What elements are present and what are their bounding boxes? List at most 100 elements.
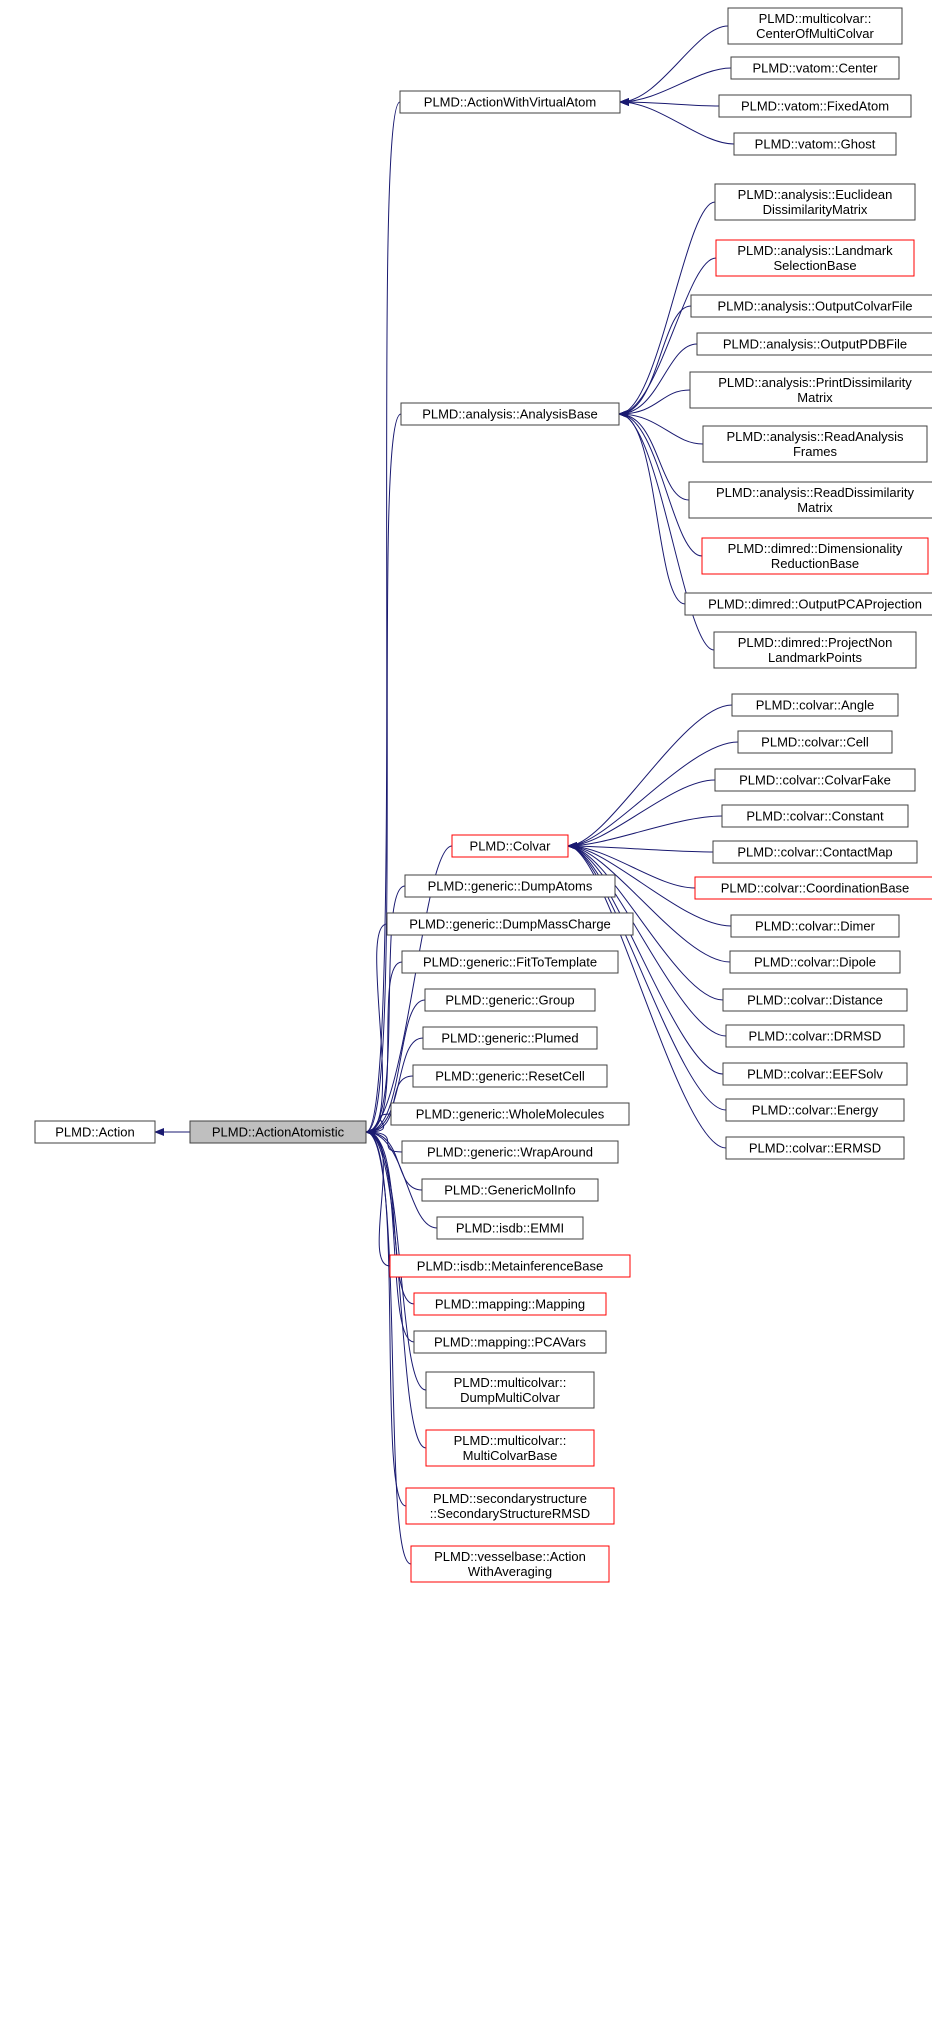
node-label-colvar: PLMD::Colvar xyxy=(470,839,552,854)
node-label-outputcolvar: PLMD::analysis::OutputColvarFile xyxy=(717,299,912,314)
node-colvar[interactable]: PLMD::Colvar xyxy=(452,835,568,857)
node-label-action: PLMD::Action xyxy=(55,1125,134,1140)
node-centerofmulti[interactable]: PLMD::multicolvar::CenterOfMultiColvar xyxy=(728,8,902,44)
node-label-secondarystructure-line0: PLMD::secondarystructure xyxy=(433,1491,587,1506)
node-label-euclidean-line1: DissimilarityMatrix xyxy=(763,202,868,217)
node-vesselbase[interactable]: PLMD::vesselbase::ActionWithAveraging xyxy=(411,1546,609,1582)
node-vatomghost[interactable]: PLMD::vatom::Ghost xyxy=(734,133,896,155)
node-angle[interactable]: PLMD::colvar::Angle xyxy=(732,694,898,716)
node-analysisbase[interactable]: PLMD::analysis::AnalysisBase xyxy=(401,403,619,425)
node-projectnon[interactable]: PLMD::dimred::ProjectNonLandmarkPoints xyxy=(714,632,916,668)
node-actionvirtual[interactable]: PLMD::ActionWithVirtualAtom xyxy=(400,91,620,113)
node-label-emmi: PLMD::isdb::EMMI xyxy=(456,1221,564,1236)
node-distance[interactable]: PLMD::colvar::Distance xyxy=(723,989,907,1011)
node-label-multicolvarbase-line0: PLMD::multicolvar:: xyxy=(454,1433,567,1448)
node-drmsd[interactable]: PLMD::colvar::DRMSD xyxy=(726,1025,904,1047)
node-label-readanalysis-line0: PLMD::analysis::ReadAnalysis xyxy=(726,429,904,444)
node-label-printdissim-line1: Matrix xyxy=(797,390,833,405)
node-label-vatomfixed: PLMD::vatom::FixedAtom xyxy=(741,99,889,114)
node-eefsolv[interactable]: PLMD::colvar::EEFSolv xyxy=(723,1063,907,1085)
node-outputpdb[interactable]: PLMD::analysis::OutputPDBFile xyxy=(697,333,932,355)
edge-cell-colvar xyxy=(568,742,738,846)
node-euclidean[interactable]: PLMD::analysis::EuclideanDissimilarityMa… xyxy=(715,184,915,220)
node-label-contactmap: PLMD::colvar::ContactMap xyxy=(737,845,892,860)
node-metainference[interactable]: PLMD::isdb::MetainferenceBase xyxy=(390,1255,630,1277)
node-label-eefsolv: PLMD::colvar::EEFSolv xyxy=(747,1067,883,1082)
node-mapping[interactable]: PLMD::mapping::Mapping xyxy=(414,1293,606,1315)
node-label-dumpmasscharge: PLMD::generic::DumpMassCharge xyxy=(409,917,611,932)
node-vatomfixed[interactable]: PLMD::vatom::FixedAtom xyxy=(719,95,911,117)
node-dumpatoms[interactable]: PLMD::generic::DumpAtoms xyxy=(405,875,615,897)
node-resetcell[interactable]: PLMD::generic::ResetCell xyxy=(413,1065,607,1087)
node-label-wraparound: PLMD::generic::WrapAround xyxy=(427,1145,593,1160)
node-coordbase[interactable]: PLMD::colvar::CoordinationBase xyxy=(695,877,932,899)
node-label-analysisbase: PLMD::analysis::AnalysisBase xyxy=(422,407,598,422)
node-actionatomistic[interactable]: PLMD::ActionAtomistic xyxy=(190,1121,366,1143)
node-label-dimer: PLMD::colvar::Dimer xyxy=(755,919,876,934)
node-label-centerofmulti-line1: CenterOfMultiColvar xyxy=(756,26,874,41)
node-pcavars[interactable]: PLMD::mapping::PCAVars xyxy=(414,1331,606,1353)
node-label-dimred-line0: PLMD::dimred::Dimensionality xyxy=(728,541,903,556)
node-label-colvarfake: PLMD::colvar::ColvarFake xyxy=(739,773,891,788)
node-cell[interactable]: PLMD::colvar::Cell xyxy=(738,731,892,753)
node-ermsd[interactable]: PLMD::colvar::ERMSD xyxy=(726,1137,904,1159)
node-genericmolinfo[interactable]: PLMD::GenericMolInfo xyxy=(422,1179,598,1201)
edge-dipole-colvar xyxy=(568,846,730,962)
node-label-resetcell: PLMD::generic::ResetCell xyxy=(435,1069,585,1084)
node-label-plumed: PLMD::generic::Plumed xyxy=(441,1031,578,1046)
node-label-ermsd: PLMD::colvar::ERMSD xyxy=(749,1141,881,1156)
edge-analysisbase-actionatomistic xyxy=(366,414,401,1132)
edge-vatomcenter-actionvirtual xyxy=(620,68,731,102)
node-label-dumpmulticolvar-line1: DumpMultiColvar xyxy=(460,1390,560,1405)
node-readanalysis[interactable]: PLMD::analysis::ReadAnalysisFrames xyxy=(703,426,927,462)
node-label-coordbase: PLMD::colvar::CoordinationBase xyxy=(721,881,910,896)
node-group[interactable]: PLMD::generic::Group xyxy=(425,989,595,1011)
node-fittotemplate[interactable]: PLMD::generic::FitToTemplate xyxy=(402,951,618,973)
node-label-landmark-line0: PLMD::analysis::Landmark xyxy=(737,243,893,258)
node-label-group: PLMD::generic::Group xyxy=(445,993,574,1008)
node-label-dumpmulticolvar-line0: PLMD::multicolvar:: xyxy=(454,1375,567,1390)
edge-actionvirtual-actionatomistic xyxy=(366,102,400,1132)
node-dimred[interactable]: PLMD::dimred::DimensionalityReductionBas… xyxy=(702,538,928,574)
node-plumed[interactable]: PLMD::generic::Plumed xyxy=(423,1027,597,1049)
node-label-genericmolinfo: PLMD::GenericMolInfo xyxy=(444,1183,576,1198)
node-secondarystructure[interactable]: PLMD::secondarystructure::SecondaryStruc… xyxy=(406,1488,614,1524)
node-label-distance: PLMD::colvar::Distance xyxy=(747,993,883,1008)
edge-centerofmulti-actionvirtual xyxy=(620,26,728,102)
node-label-readdissim-line0: PLMD::analysis::ReadDissimilarity xyxy=(716,485,914,500)
node-multicolvarbase[interactable]: PLMD::multicolvar::MultiColvarBase xyxy=(426,1430,594,1466)
node-outputpca[interactable]: PLMD::dimred::OutputPCAProjection xyxy=(685,593,932,615)
edge-multicolvarbase-actionatomistic xyxy=(366,1132,426,1448)
node-label-actionatomistic: PLMD::ActionAtomistic xyxy=(212,1125,345,1140)
node-printdissim[interactable]: PLMD::analysis::PrintDissimilarityMatrix xyxy=(690,372,932,408)
node-label-metainference: PLMD::isdb::MetainferenceBase xyxy=(417,1259,603,1274)
node-constant[interactable]: PLMD::colvar::Constant xyxy=(722,805,908,827)
node-action[interactable]: PLMD::Action xyxy=(35,1121,155,1143)
node-label-landmark-line1: SelectionBase xyxy=(773,258,856,273)
node-label-angle: PLMD::colvar::Angle xyxy=(756,698,875,713)
node-wraparound[interactable]: PLMD::generic::WrapAround xyxy=(402,1141,618,1163)
node-dumpmasscharge[interactable]: PLMD::generic::DumpMassCharge xyxy=(387,913,633,935)
node-outputcolvar[interactable]: PLMD::analysis::OutputColvarFile xyxy=(691,295,932,317)
edge-secondarystructure-actionatomistic xyxy=(366,1132,406,1506)
node-label-vatomghost: PLMD::vatom::Ghost xyxy=(755,137,876,152)
node-readdissim[interactable]: PLMD::analysis::ReadDissimilarityMatrix xyxy=(689,482,932,518)
node-wholemol[interactable]: PLMD::generic::WholeMolecules xyxy=(391,1103,629,1125)
node-dumpmulticolvar[interactable]: PLMD::multicolvar::DumpMultiColvar xyxy=(426,1372,594,1408)
node-label-constant: PLMD::colvar::Constant xyxy=(746,809,884,824)
node-dimer[interactable]: PLMD::colvar::Dimer xyxy=(731,915,899,937)
node-contactmap[interactable]: PLMD::colvar::ContactMap xyxy=(713,841,917,863)
node-vatomcenter[interactable]: PLMD::vatom::Center xyxy=(731,57,899,79)
node-label-drmsd: PLMD::colvar::DRMSD xyxy=(749,1029,882,1044)
node-label-secondarystructure-line1: ::SecondaryStructureRMSD xyxy=(430,1506,590,1521)
node-label-actionvirtual: PLMD::ActionWithVirtualAtom xyxy=(424,95,596,110)
node-label-cell: PLMD::colvar::Cell xyxy=(761,735,869,750)
node-label-outputpca: PLMD::dimred::OutputPCAProjection xyxy=(708,597,922,612)
node-energy[interactable]: PLMD::colvar::Energy xyxy=(726,1099,904,1121)
node-landmark[interactable]: PLMD::analysis::LandmarkSelectionBase xyxy=(716,240,914,276)
node-colvarfake[interactable]: PLMD::colvar::ColvarFake xyxy=(715,769,915,791)
edge-constant-colvar xyxy=(568,816,722,846)
node-emmi[interactable]: PLMD::isdb::EMMI xyxy=(437,1217,583,1239)
node-dipole[interactable]: PLMD::colvar::Dipole xyxy=(730,951,900,973)
node-label-wholemol: PLMD::generic::WholeMolecules xyxy=(416,1107,605,1122)
